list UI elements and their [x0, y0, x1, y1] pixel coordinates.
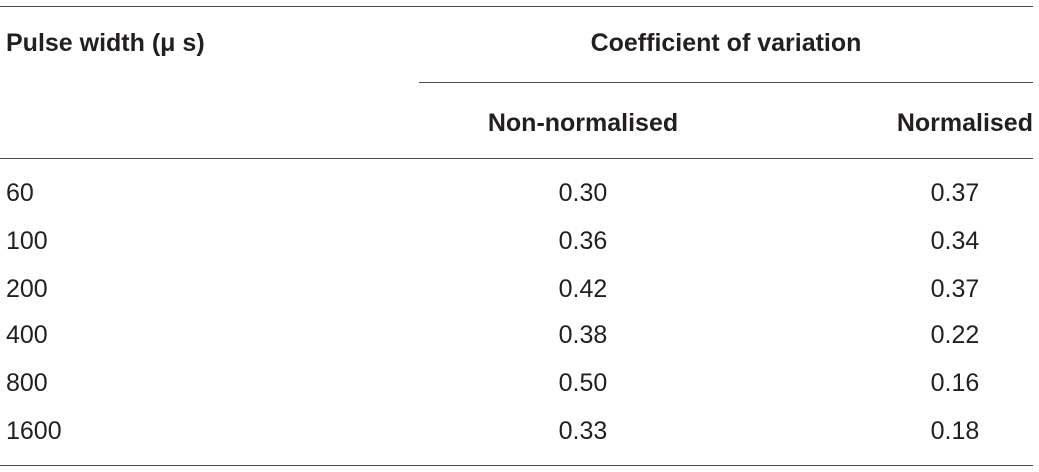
cell-normalised: 0.37 — [930, 179, 980, 207]
table-row: 60 0.30 0.37 — [0, 169, 1033, 217]
cell-non-normalised: 0.38 — [558, 321, 608, 349]
cell-non-normalised: 0.50 — [558, 369, 608, 397]
cell-non-normalised: 0.30 — [558, 179, 608, 207]
table-top-rule — [0, 6, 1033, 7]
cell-non-normalised: 0.42 — [558, 275, 608, 303]
cell-normalised: 0.22 — [930, 321, 980, 349]
header-span-rule — [419, 82, 1033, 83]
cell-pulse-width: 100 — [6, 227, 48, 255]
header-bottom-rule — [0, 158, 1033, 159]
header-pulse-width: Pulse width (μ s) — [6, 29, 205, 57]
table-row: 400 0.38 0.22 — [0, 311, 1033, 359]
cell-normalised: 0.37 — [930, 275, 980, 303]
cell-non-normalised: 0.33 — [558, 417, 608, 445]
cell-pulse-width: 800 — [6, 369, 48, 397]
header-normalised: Normalised — [896, 109, 1033, 137]
table-bottom-rule — [0, 465, 1033, 466]
header-coefficient-of-variation: Coefficient of variation — [590, 29, 862, 57]
table-row: 200 0.42 0.37 — [0, 265, 1033, 313]
cell-normalised: 0.16 — [930, 369, 980, 397]
cell-pulse-width: 1600 — [6, 417, 62, 445]
cell-pulse-width: 200 — [6, 275, 48, 303]
header-non-normalised: Non-normalised — [487, 109, 679, 137]
cell-normalised: 0.18 — [930, 417, 980, 445]
cell-pulse-width: 60 — [6, 179, 34, 207]
table-row: 800 0.50 0.16 — [0, 359, 1033, 407]
cell-pulse-width: 400 — [6, 321, 48, 349]
table-row: 100 0.36 0.34 — [0, 217, 1033, 265]
cell-normalised: 0.34 — [930, 227, 980, 255]
table-row: 1600 0.33 0.18 — [0, 407, 1033, 455]
cell-non-normalised: 0.36 — [558, 227, 608, 255]
